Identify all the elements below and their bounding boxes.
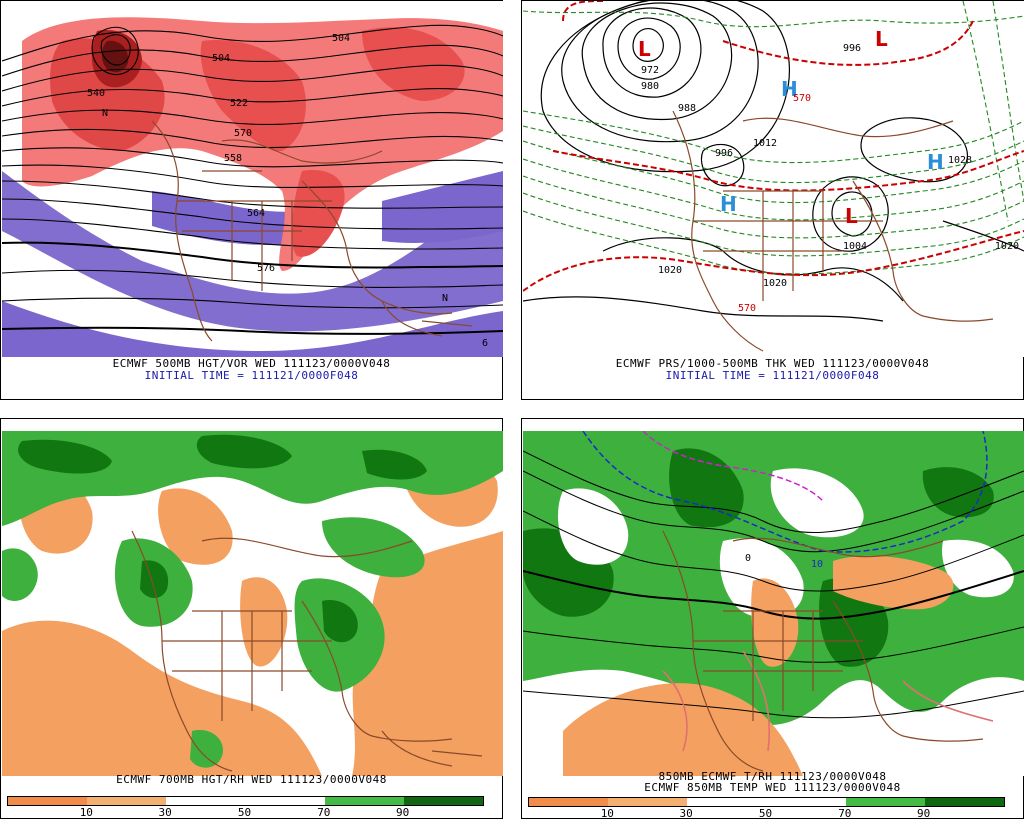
svg-text:988: 988: [678, 103, 696, 114]
svg-text:972: 972: [641, 65, 659, 76]
colorbar-seg: [324, 797, 404, 805]
colorbar-seg: [403, 797, 484, 805]
tick-label: 90: [396, 806, 410, 819]
svg-text:H: H: [927, 150, 944, 174]
panel-700mb-hgt-rh: ECMWF 700MB HGT/RH WED 111123/0000V048 1…: [0, 418, 503, 819]
colorbar-seg: [87, 797, 167, 805]
svg-text:570: 570: [234, 128, 252, 139]
colorbar-seg: [845, 798, 925, 806]
svg-text:N: N: [442, 293, 448, 304]
colorbar-seg: [8, 797, 88, 805]
rh-colorbar-ticks-850: 10 30 50 70 90: [528, 807, 1003, 820]
map-500mb: N 504 522 570 558 564 576 504 540 N 6: [2, 1, 503, 357]
panel-prs-caption: ECMWF PRS/1000-500MB THK WED 111123/0000…: [615, 357, 930, 370]
colorbar-seg: [924, 798, 1005, 806]
svg-text:10: 10: [811, 559, 823, 570]
tick-label: 70: [317, 806, 331, 819]
colorbar-seg: [766, 798, 846, 806]
svg-text:1020: 1020: [995, 241, 1019, 252]
map-850mb: 0 10: [523, 431, 1024, 776]
rh-colorbar-700: [7, 796, 484, 806]
svg-text:L: L: [875, 27, 888, 51]
tick-label: 90: [917, 807, 931, 820]
map-prs-thk: L L H H H L 972 980 988 996 1012 1020 1020 10…: [523, 1, 1024, 357]
colorbar-seg: [608, 798, 688, 806]
svg-text:1028: 1028: [948, 155, 972, 166]
svg-text:522: 522: [230, 98, 248, 109]
svg-text:504: 504: [212, 53, 230, 64]
colorbar-seg: [245, 797, 325, 805]
colorbar-seg: [166, 797, 246, 805]
svg-text:6: 6: [482, 338, 488, 349]
svg-text:H: H: [720, 192, 737, 216]
panel-850mb-caption-1: 850MB ECMWF T/RH 111123/0000V048: [658, 770, 887, 783]
svg-text:996: 996: [843, 43, 861, 54]
rh-colorbar-ticks-700: 10 30 50 70 90: [7, 806, 482, 819]
map-700mb: [2, 431, 503, 776]
tick-label: 30: [679, 807, 693, 820]
svg-text:540: 540: [87, 88, 105, 99]
svg-text:1020: 1020: [763, 278, 787, 289]
svg-text:L: L: [845, 204, 858, 228]
svg-text:L: L: [638, 37, 651, 61]
panel-850mb-t-rh: 0 10 850MB ECMWF T/RH 111123/0000V048 EC…: [521, 418, 1024, 820]
tick-label: 30: [158, 806, 172, 819]
svg-text:H: H: [781, 77, 798, 101]
svg-text:1020: 1020: [658, 265, 682, 276]
svg-text:1004: 1004: [843, 241, 867, 252]
svg-text:0: 0: [745, 553, 751, 564]
svg-text:564: 564: [247, 208, 265, 219]
rh-colorbar-850: [528, 797, 1005, 807]
svg-text:1012: 1012: [753, 138, 777, 149]
svg-text:980: 980: [641, 81, 659, 92]
tick-label: 70: [838, 807, 852, 820]
panel-500mb-hgt-vor: N 504 522 570 558 564 576 504 540 N 6 ECMWF 500…: [0, 0, 503, 400]
svg-text:570: 570: [793, 93, 811, 104]
colorbar-seg: [529, 798, 609, 806]
svg-text:570: 570: [738, 303, 756, 314]
svg-text:996: 996: [715, 148, 733, 159]
panel-prs-thk: L L H H H L 972 980 988 996 1012 1020 1020 10…: [521, 0, 1024, 400]
svg-text:558: 558: [224, 153, 242, 164]
panel-850mb-caption-2: ECMWF 850MB TEMP WED 111123/0000V048: [644, 781, 901, 794]
svg-text:576: 576: [257, 263, 275, 274]
tick-label: 10: [600, 807, 614, 820]
tick-label: 50: [237, 806, 252, 819]
panel-500mb-initial-time: INITIAL TIME = 111121/0000F048: [144, 369, 359, 382]
colorbar-seg: [687, 798, 767, 806]
svg-text:N: N: [102, 108, 108, 119]
panel-500mb-caption: ECMWF 500MB HGT/VOR WED 111123/0000V048: [112, 357, 391, 370]
tick-label: 50: [758, 807, 773, 820]
svg-text:504: 504: [332, 33, 350, 44]
panel-prs-initial-time: INITIAL TIME = 111121/0000F048: [665, 369, 880, 382]
panel-700mb-caption: ECMWF 700MB HGT/RH WED 111123/0000V048: [116, 773, 387, 786]
tick-label: 10: [79, 806, 93, 819]
